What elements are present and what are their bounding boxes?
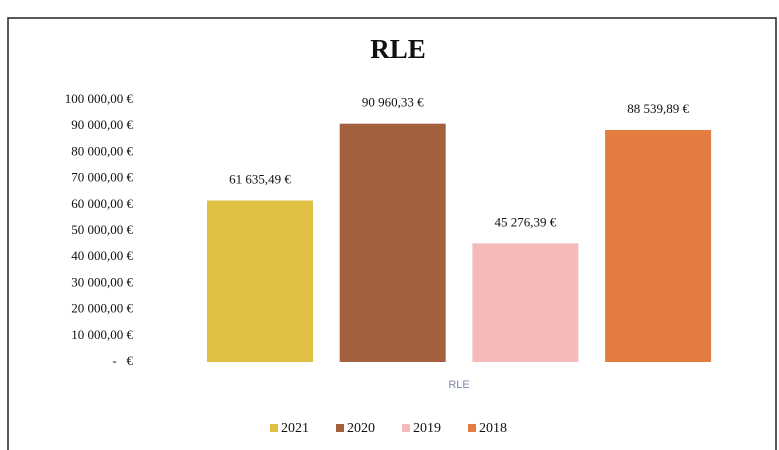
- bar: [605, 130, 712, 362]
- y-tick-label: 10 000,00 €: [71, 327, 133, 342]
- bar: [207, 200, 313, 362]
- legend-label: 2021: [281, 421, 309, 436]
- legend-label: 2018: [479, 421, 507, 436]
- legend-label: 2020: [347, 421, 375, 436]
- legend-swatch: [270, 424, 278, 432]
- legend-swatch: [468, 424, 476, 432]
- y-tick-label: 70 000,00 €: [71, 170, 133, 185]
- legend-label: 2019: [413, 421, 441, 436]
- y-tick-label: - €: [112, 353, 133, 368]
- bar: [339, 123, 446, 363]
- data-label: 61 635,49 €: [229, 171, 291, 186]
- y-tick-label: 50 000,00 €: [71, 222, 133, 237]
- y-tick-label: 20 000,00 €: [71, 301, 133, 316]
- data-label: 90 960,33 €: [362, 95, 424, 110]
- y-tick-label: 100 000,00 €: [65, 91, 134, 106]
- y-tick-label: 40 000,00 €: [71, 248, 133, 263]
- legend-swatch: [402, 424, 410, 432]
- y-tick-label: 90 000,00 €: [71, 117, 133, 132]
- legend-swatch: [336, 424, 344, 432]
- data-label: 45 276,39 €: [495, 214, 557, 229]
- chart-title: RLE: [370, 34, 426, 64]
- data-label: 88 539,89 €: [627, 101, 689, 116]
- y-tick-label: 60 000,00 €: [71, 196, 133, 211]
- bar: [472, 243, 579, 362]
- x-tick-label: RLE: [448, 379, 469, 391]
- y-tick-label: 30 000,00 €: [71, 274, 133, 289]
- y-tick-label: 80 000,00 €: [71, 143, 133, 158]
